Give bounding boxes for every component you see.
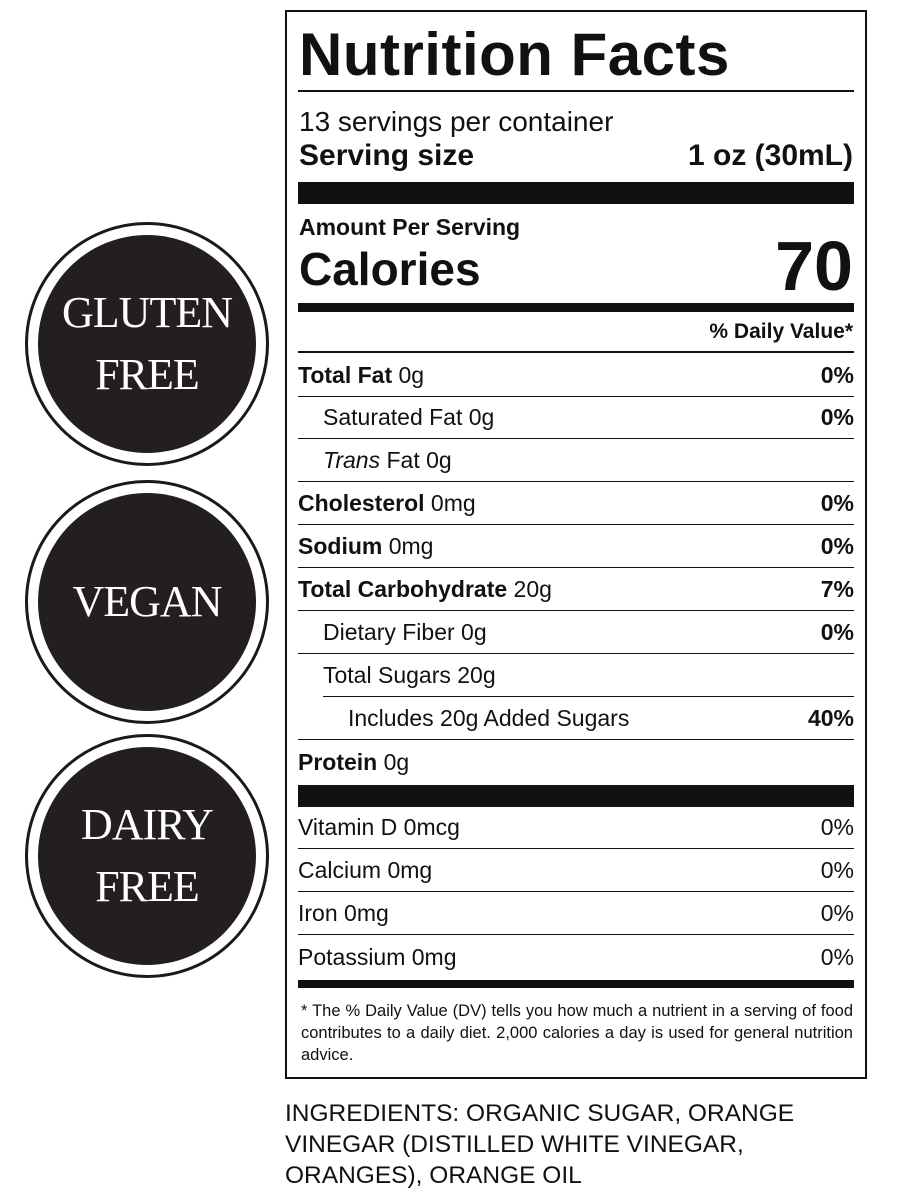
nutrient-row: Protein 0g (298, 748, 410, 775)
nutrient-row: Total Carbohydrate 20g 7% (298, 569, 854, 611)
vitamin-row: Vitamin D 0mcg 0% (298, 807, 854, 849)
thick-divider (298, 303, 854, 312)
serving-size-value: 1 oz (30mL) (687, 139, 853, 172)
vitamin-row: Potassium 0mg 0% (298, 943, 854, 970)
nutrient-row: Total Sugars 20g (323, 655, 854, 697)
nutrient-row: Sodium 0mg 0% (298, 526, 854, 568)
nutrient-row: Trans Fat 0g (298, 440, 854, 482)
thick-divider (298, 182, 854, 204)
nutrient-row: Saturated Fat 0g 0% (298, 397, 854, 439)
divider (298, 90, 854, 92)
gluten-free-badge: GLUTEN FREE (25, 222, 269, 466)
nutrient-row: Dietary Fiber 0g 0% (298, 612, 854, 654)
calories-value: 70 (775, 227, 853, 305)
serving-size: Serving size 1 oz (30mL) (299, 139, 853, 173)
nutrition-facts-label: Nutrition Facts 13 servings per containe… (285, 10, 867, 1079)
vitamin-row: Calcium 0mg 0% (298, 850, 854, 892)
divider (298, 351, 854, 353)
badge-text: FREE (95, 350, 200, 399)
serving-size-label: Serving size (299, 139, 475, 172)
nutrient-row: Includes 20g Added Sugars 40% (298, 698, 854, 740)
nutrient-row: Total Fat 0g 0% (298, 355, 854, 397)
amount-per-serving: Amount Per Serving (299, 214, 521, 240)
badge-text: FREE (95, 862, 200, 911)
badge-text: VEGAN (72, 577, 223, 626)
thick-divider (298, 980, 854, 988)
footnote: * The % Daily Value (DV) tells you how m… (301, 1002, 853, 1064)
dairy-free-badge: DAIRY FREE (25, 734, 269, 978)
nutrient-row: Cholesterol 0mg 0% (298, 483, 854, 525)
label-title: Nutrition Facts (299, 21, 730, 88)
daily-value-header: % Daily Value* (709, 320, 853, 343)
badge-text: DAIRY (81, 800, 214, 849)
badge-text: GLUTEN (62, 288, 233, 337)
servings-per-container: 13 servings per container (299, 106, 614, 137)
thick-divider (298, 785, 854, 807)
ingredients: INGREDIENTS: ORGANIC SUGAR, ORANGE VINEG… (285, 1100, 795, 1189)
calories-label: Calories (299, 243, 481, 295)
vegan-badge: VEGAN (25, 480, 269, 724)
vitamin-row: Iron 0mg 0% (298, 893, 854, 935)
